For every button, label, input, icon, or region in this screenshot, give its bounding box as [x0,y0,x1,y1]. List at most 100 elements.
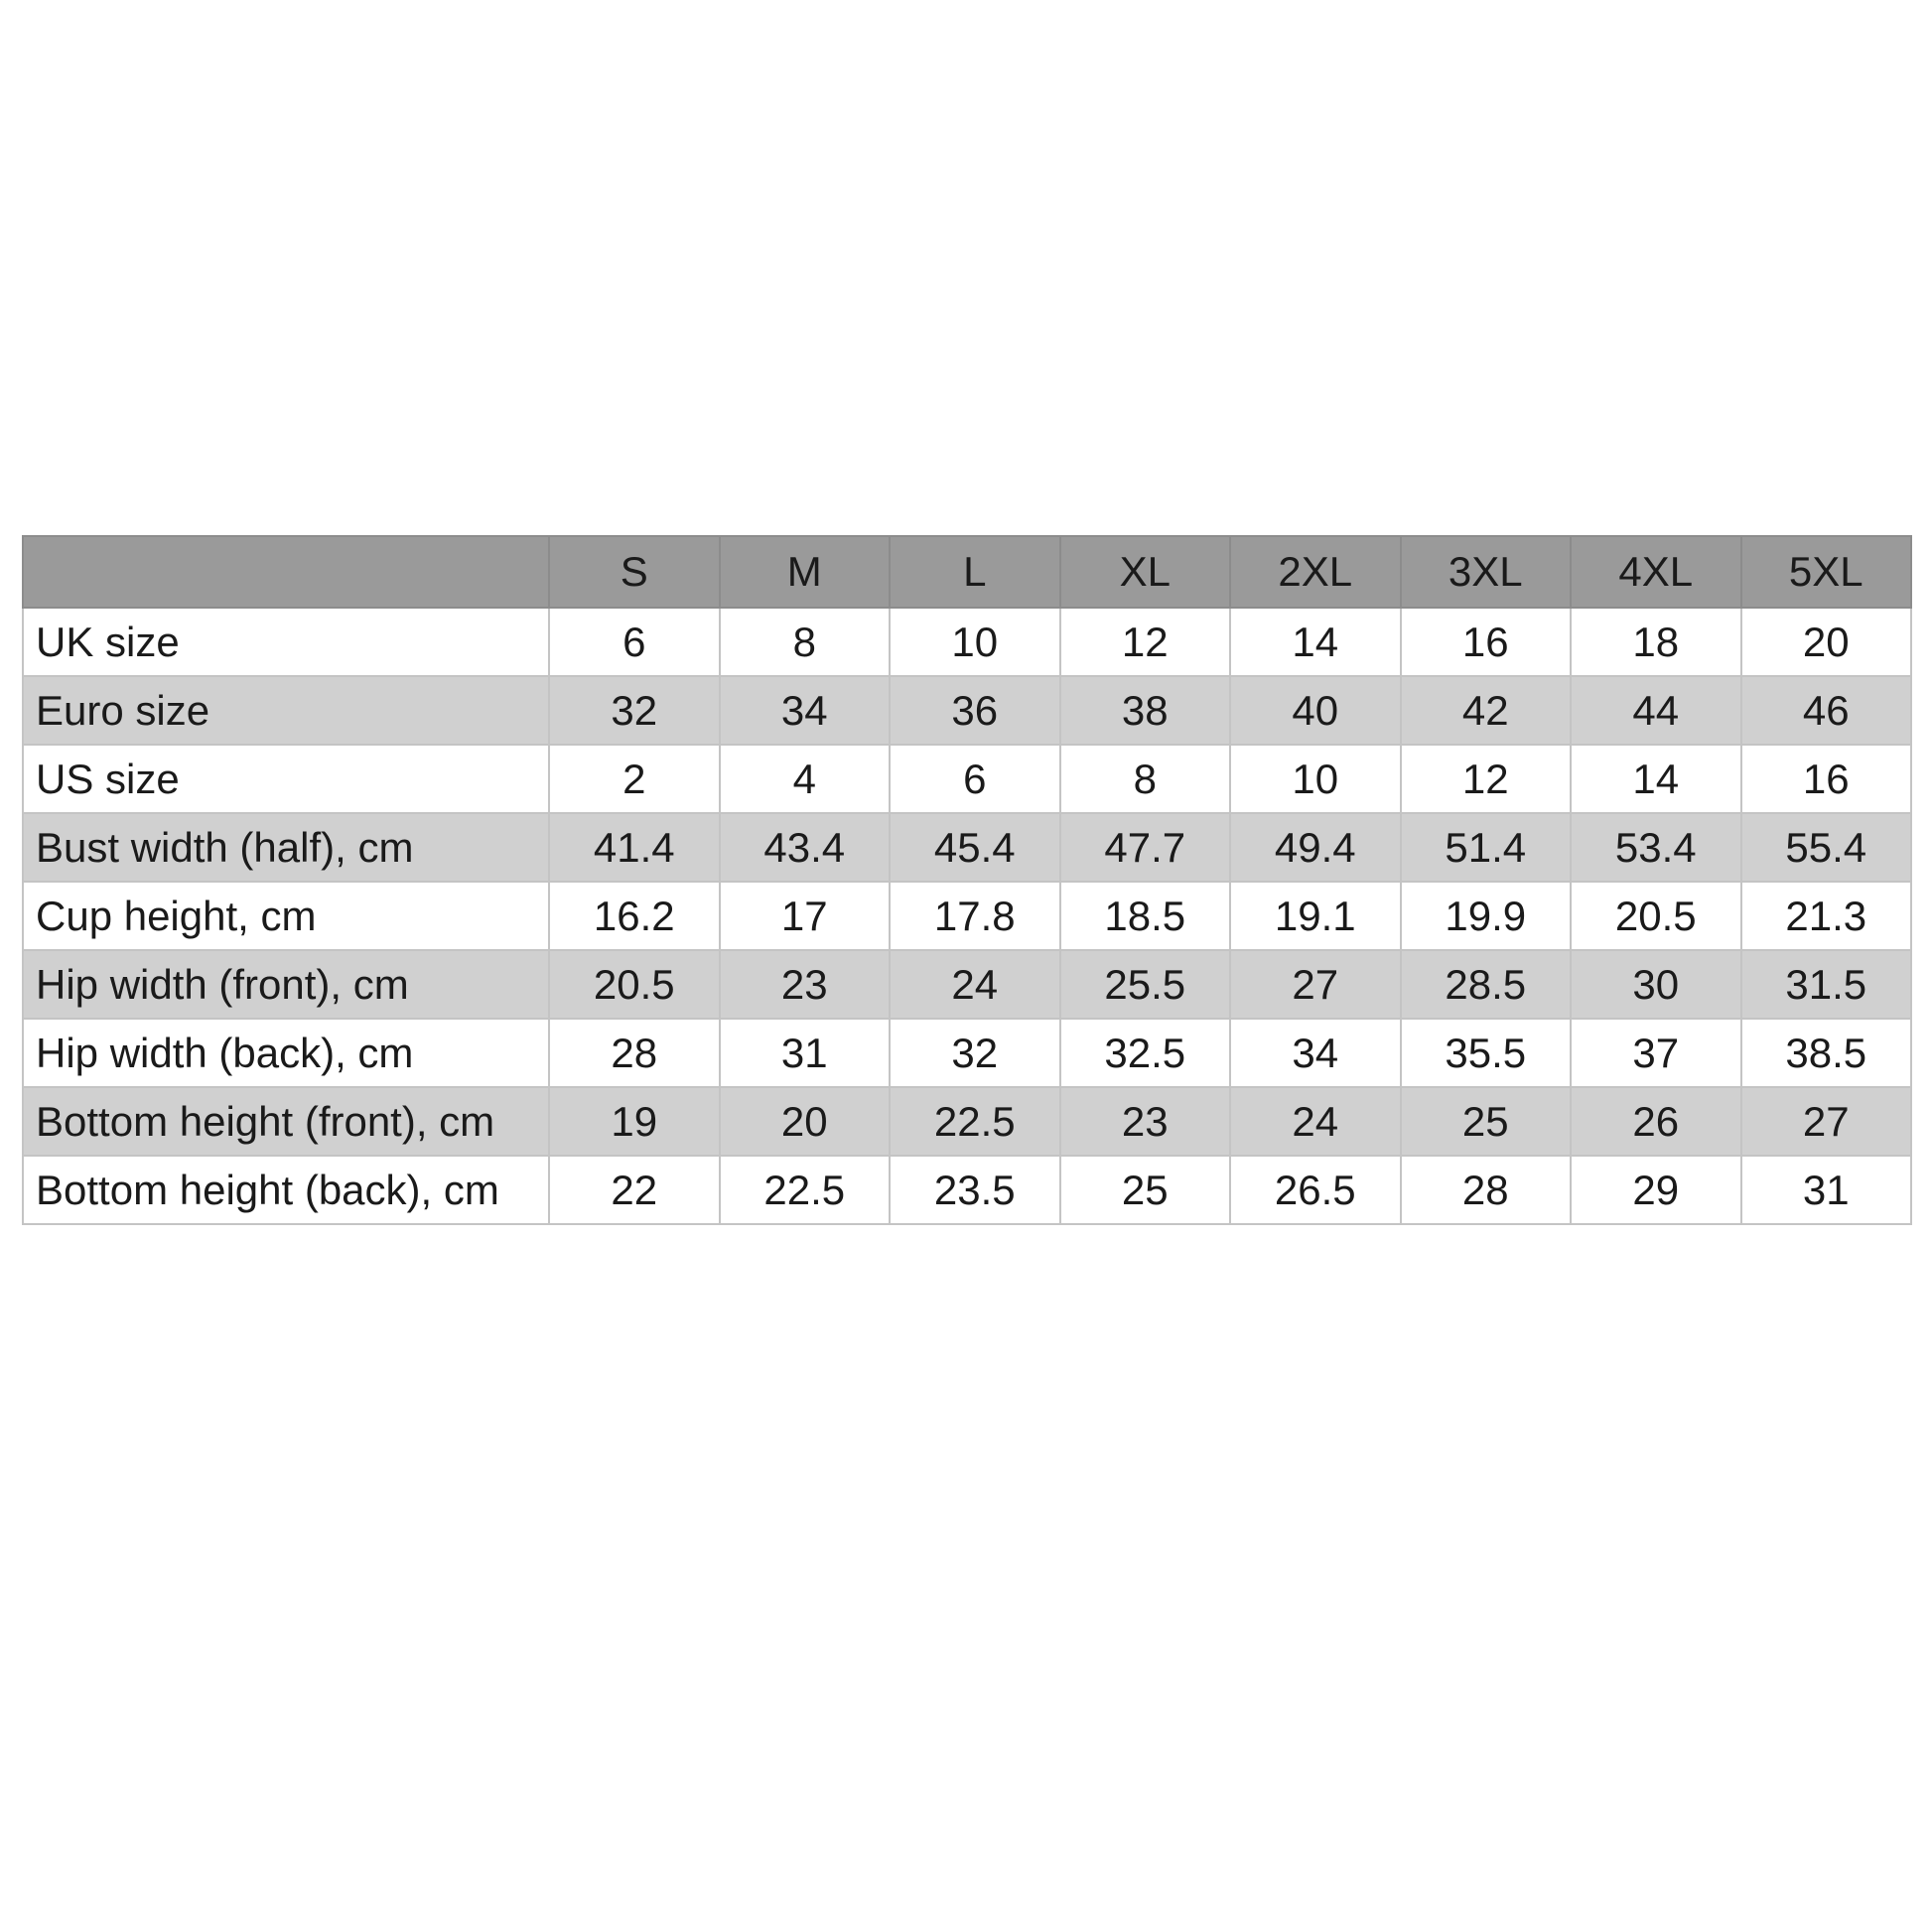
cell-value: 32 [548,675,721,746]
size-table: S M L XL 2XL 3XL 4XL 5XL UK size 6 8 10 12 14 16 18 20 E… [22,535,1912,1225]
cell-value: 30 [1570,949,1742,1020]
cell-value: 24 [1229,1086,1402,1157]
cell-value: 27 [1229,949,1402,1020]
table-row: UK size 6 8 10 12 14 16 18 20 [22,607,1912,677]
size-header: M [718,535,891,609]
cell-value: 20 [1739,607,1912,677]
size-header: L [889,535,1061,609]
cell-value: 17.8 [889,881,1061,951]
row-label: Euro size [22,675,550,746]
cell-value: 28.5 [1399,949,1572,1020]
table-row: Cup height, cm 16.2 17 17.8 18.5 19.1 19.9 20.5… [22,881,1912,951]
cell-value: 8 [1058,744,1231,814]
cell-value: 34 [1229,1018,1402,1088]
size-header: 5XL [1739,535,1912,609]
cell-value: 55.4 [1739,812,1912,883]
cell-value: 6 [889,744,1061,814]
cell-value: 46 [1739,675,1912,746]
row-label: Bust width (half), cm [22,812,550,883]
cell-value: 49.4 [1229,812,1402,883]
cell-value: 19.9 [1399,881,1572,951]
cell-value: 31 [718,1018,891,1088]
cell-value: 25 [1399,1086,1572,1157]
cell-value: 18 [1570,607,1742,677]
cell-value: 19.1 [1229,881,1402,951]
cell-value: 14 [1229,607,1402,677]
cell-value: 14 [1570,744,1742,814]
cell-value: 16 [1739,744,1912,814]
cell-value: 10 [889,607,1061,677]
cell-value: 20.5 [548,949,721,1020]
table-row: Bust width (half), cm 41.4 43.4 45.4 47.7 49.… [22,812,1912,883]
cell-value: 29 [1570,1155,1742,1225]
cell-value: 45.4 [889,812,1061,883]
cell-value: 35.5 [1399,1018,1572,1088]
row-label: Hip width (front), cm [22,949,550,1020]
cell-value: 25 [1058,1155,1231,1225]
cell-value: 42 [1399,675,1572,746]
corner-cell [22,535,550,609]
cell-value: 20 [718,1086,891,1157]
cell-value: 8 [718,607,891,677]
cell-value: 26 [1570,1086,1742,1157]
cell-value: 4 [718,744,891,814]
cell-value: 28 [548,1018,721,1088]
cell-value: 16.2 [548,881,721,951]
cell-value: 31 [1739,1155,1912,1225]
cell-value: 27 [1739,1086,1912,1157]
cell-value: 36 [889,675,1061,746]
cell-value: 22.5 [718,1155,891,1225]
cell-value: 10 [1229,744,1402,814]
cell-value: 6 [548,607,721,677]
row-label: UK size [22,607,550,677]
row-label: Hip width (back), cm [22,1018,550,1088]
cell-value: 40 [1229,675,1402,746]
table-row: Bottom height (front), cm 19 20 22.5 23 24 25 2… [22,1086,1912,1157]
table-row: US size 2 4 6 8 10 12 14 16 [22,744,1912,814]
header-row: S M L XL 2XL 3XL 4XL 5XL [22,535,1912,609]
cell-value: 22.5 [889,1086,1061,1157]
cell-value: 53.4 [1570,812,1742,883]
size-header: 4XL [1570,535,1742,609]
table-row: Hip width (back), cm 28 31 32 32.5 34 35.5 37 38… [22,1018,1912,1088]
cell-value: 51.4 [1399,812,1572,883]
cell-value: 2 [548,744,721,814]
cell-value: 44 [1570,675,1742,746]
table-body: UK size 6 8 10 12 14 16 18 20 Euro size 32 34 36 38 40… [22,607,1912,1225]
size-header: XL [1058,535,1231,609]
cell-value: 12 [1058,607,1231,677]
cell-value: 23 [1058,1086,1231,1157]
size-header: 2XL [1229,535,1402,609]
cell-value: 32 [889,1018,1061,1088]
table-row: Euro size 32 34 36 38 40 42 44 46 [22,675,1912,746]
size-header: 3XL [1399,535,1572,609]
cell-value: 28 [1399,1155,1572,1225]
cell-value: 38 [1058,675,1231,746]
cell-value: 16 [1399,607,1572,677]
table-row: Bottom height (back), cm 22 22.5 23.5 25 26.5… [22,1155,1912,1225]
row-label: US size [22,744,550,814]
cell-value: 23 [718,949,891,1020]
cell-value: 17 [718,881,891,951]
cell-value: 32.5 [1058,1018,1231,1088]
cell-value: 41.4 [548,812,721,883]
size-header: S [548,535,721,609]
cell-value: 26.5 [1229,1155,1402,1225]
cell-value: 38.5 [1739,1018,1912,1088]
cell-value: 43.4 [718,812,891,883]
cell-value: 22 [548,1155,721,1225]
cell-value: 25.5 [1058,949,1231,1020]
cell-value: 23.5 [889,1155,1061,1225]
row-label: Bottom height (front), cm [22,1086,550,1157]
cell-value: 12 [1399,744,1572,814]
cell-value: 19 [548,1086,721,1157]
cell-value: 37 [1570,1018,1742,1088]
cell-value: 34 [718,675,891,746]
row-label: Cup height, cm [22,881,550,951]
row-label: Bottom height (back), cm [22,1155,550,1225]
cell-value: 20.5 [1570,881,1742,951]
cell-value: 47.7 [1058,812,1231,883]
cell-value: 24 [889,949,1061,1020]
cell-value: 18.5 [1058,881,1231,951]
